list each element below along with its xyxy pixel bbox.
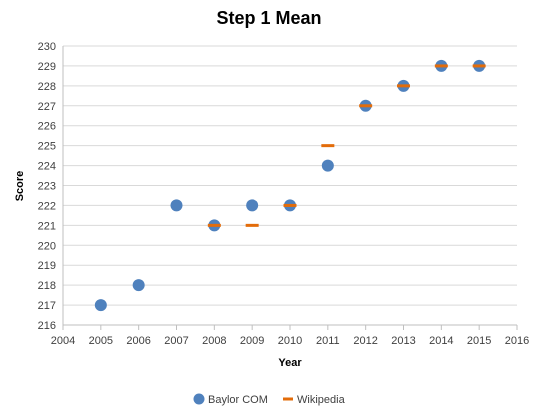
y-tick-label: 230 xyxy=(38,41,56,53)
chart-title: Step 1 Mean xyxy=(216,8,321,28)
y-tick-labels: 216 217 218 219 220 221 222 223 224 225 226 227 228 2… xyxy=(38,41,56,332)
x-tick-label: 2004 xyxy=(51,335,75,347)
series-wikipedia xyxy=(207,64,486,227)
y-tick-label: 229 xyxy=(38,61,56,73)
y-tick-label: 223 xyxy=(38,181,56,193)
x-tick-label: 2010 xyxy=(278,335,302,347)
y-tick-label: 225 xyxy=(38,141,56,153)
y-tick-label: 218 xyxy=(38,280,56,292)
point-baylor-2007 xyxy=(170,199,183,212)
x-tick-label: 2011 xyxy=(316,335,340,347)
point-wikipedia-2011 xyxy=(321,144,335,148)
x-tick-label: 2008 xyxy=(202,335,226,347)
x-tick-label: 2016 xyxy=(505,335,529,347)
point-wikipedia-2010 xyxy=(283,203,297,207)
x-tick-label: 2009 xyxy=(240,335,264,347)
y-axis-title: Score xyxy=(14,171,26,202)
gridlines xyxy=(63,45,517,326)
legend-label-wikipedia: Wikipedia xyxy=(297,394,346,406)
point-wikipedia-2014 xyxy=(434,64,448,68)
x-tick-label: 2005 xyxy=(89,335,113,347)
x-axis-title: Year xyxy=(278,357,302,369)
x-tick-label: 2006 xyxy=(126,335,150,347)
data-points xyxy=(94,59,486,312)
legend-marker-wikipedia xyxy=(283,397,293,401)
x-tick-label: 2015 xyxy=(467,335,491,347)
y-tick-label: 227 xyxy=(38,101,56,113)
x-tick-label: 2012 xyxy=(353,335,377,347)
y-tick-label: 219 xyxy=(38,260,56,272)
x-tick-labels: 2004 2005 2006 2007 2008 2009 2010 2011 2012 2013… xyxy=(51,335,529,347)
y-tick-label: 228 xyxy=(38,81,56,93)
point-baylor-2009 xyxy=(246,199,259,212)
point-baylor-2005 xyxy=(94,299,107,312)
point-wikipedia-2012 xyxy=(359,104,373,108)
point-baylor-2006 xyxy=(132,279,145,292)
legend-label-baylor: Baylor COM xyxy=(208,394,268,406)
point-baylor-2011 xyxy=(321,159,334,172)
y-tick-label: 224 xyxy=(38,161,56,173)
axes xyxy=(62,46,518,330)
y-tick-label: 226 xyxy=(38,121,56,133)
y-tick-label: 217 xyxy=(38,300,56,312)
point-wikipedia-2015 xyxy=(472,64,486,68)
x-tick-label: 2014 xyxy=(429,335,453,347)
y-tick-label: 220 xyxy=(38,240,56,252)
point-wikipedia-2009 xyxy=(245,223,259,227)
legend-marker-baylor xyxy=(193,393,205,405)
legend: Baylor COM Wikipedia xyxy=(193,393,346,406)
x-tick-label: 2007 xyxy=(164,335,188,347)
x-tick-label: 2013 xyxy=(391,335,415,347)
y-tick-label: 216 xyxy=(38,320,56,332)
y-tick-label: 222 xyxy=(38,200,56,212)
point-wikipedia-2013 xyxy=(397,84,410,88)
point-wikipedia-2008 xyxy=(207,223,221,227)
y-tick-label: 221 xyxy=(38,220,56,232)
